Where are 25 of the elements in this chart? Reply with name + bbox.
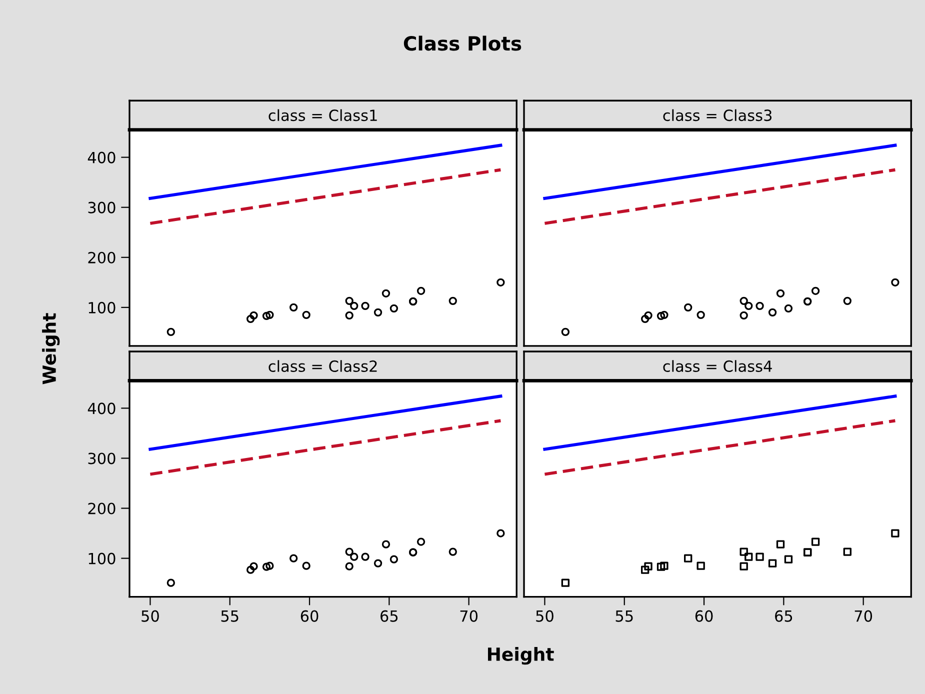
y-tick-label: 400 — [88, 152, 116, 164]
chart-subtitle: class = Class2 — [268, 360, 377, 372]
y-tick-label: 300 — [88, 452, 116, 464]
y-tick-label: 300 — [88, 202, 116, 214]
x-tick-label: 50 — [142, 610, 159, 622]
chart-subtitle: class = Class1 — [268, 109, 377, 122]
y-tick-label: 100 — [88, 552, 116, 564]
y-tick-label: 400 — [88, 402, 116, 414]
chart-subtitle: class = Class3 — [663, 109, 772, 122]
x-tick-label: 55 — [221, 610, 238, 622]
y-tick-label: 200 — [88, 252, 116, 264]
x-tick-label: 50 — [536, 610, 554, 622]
x-tick-label: 60 — [300, 610, 318, 622]
x-tick-label: 65 — [775, 610, 792, 622]
x-tick-label: 55 — [616, 610, 633, 622]
x-tick-label: 65 — [380, 610, 398, 622]
x-tick-label: 60 — [695, 610, 713, 622]
x-tick-label: 70 — [854, 610, 872, 622]
x-axis-title: Height — [488, 647, 554, 665]
x-tick-label: 70 — [460, 610, 478, 622]
chart-title: Class Plots — [404, 36, 522, 51]
y-tick-label: 100 — [88, 302, 116, 314]
y-tick-label: 200 — [88, 502, 116, 514]
y-axis-title: Weight — [42, 313, 60, 384]
chart-subtitle: class = Class4 — [663, 360, 772, 372]
